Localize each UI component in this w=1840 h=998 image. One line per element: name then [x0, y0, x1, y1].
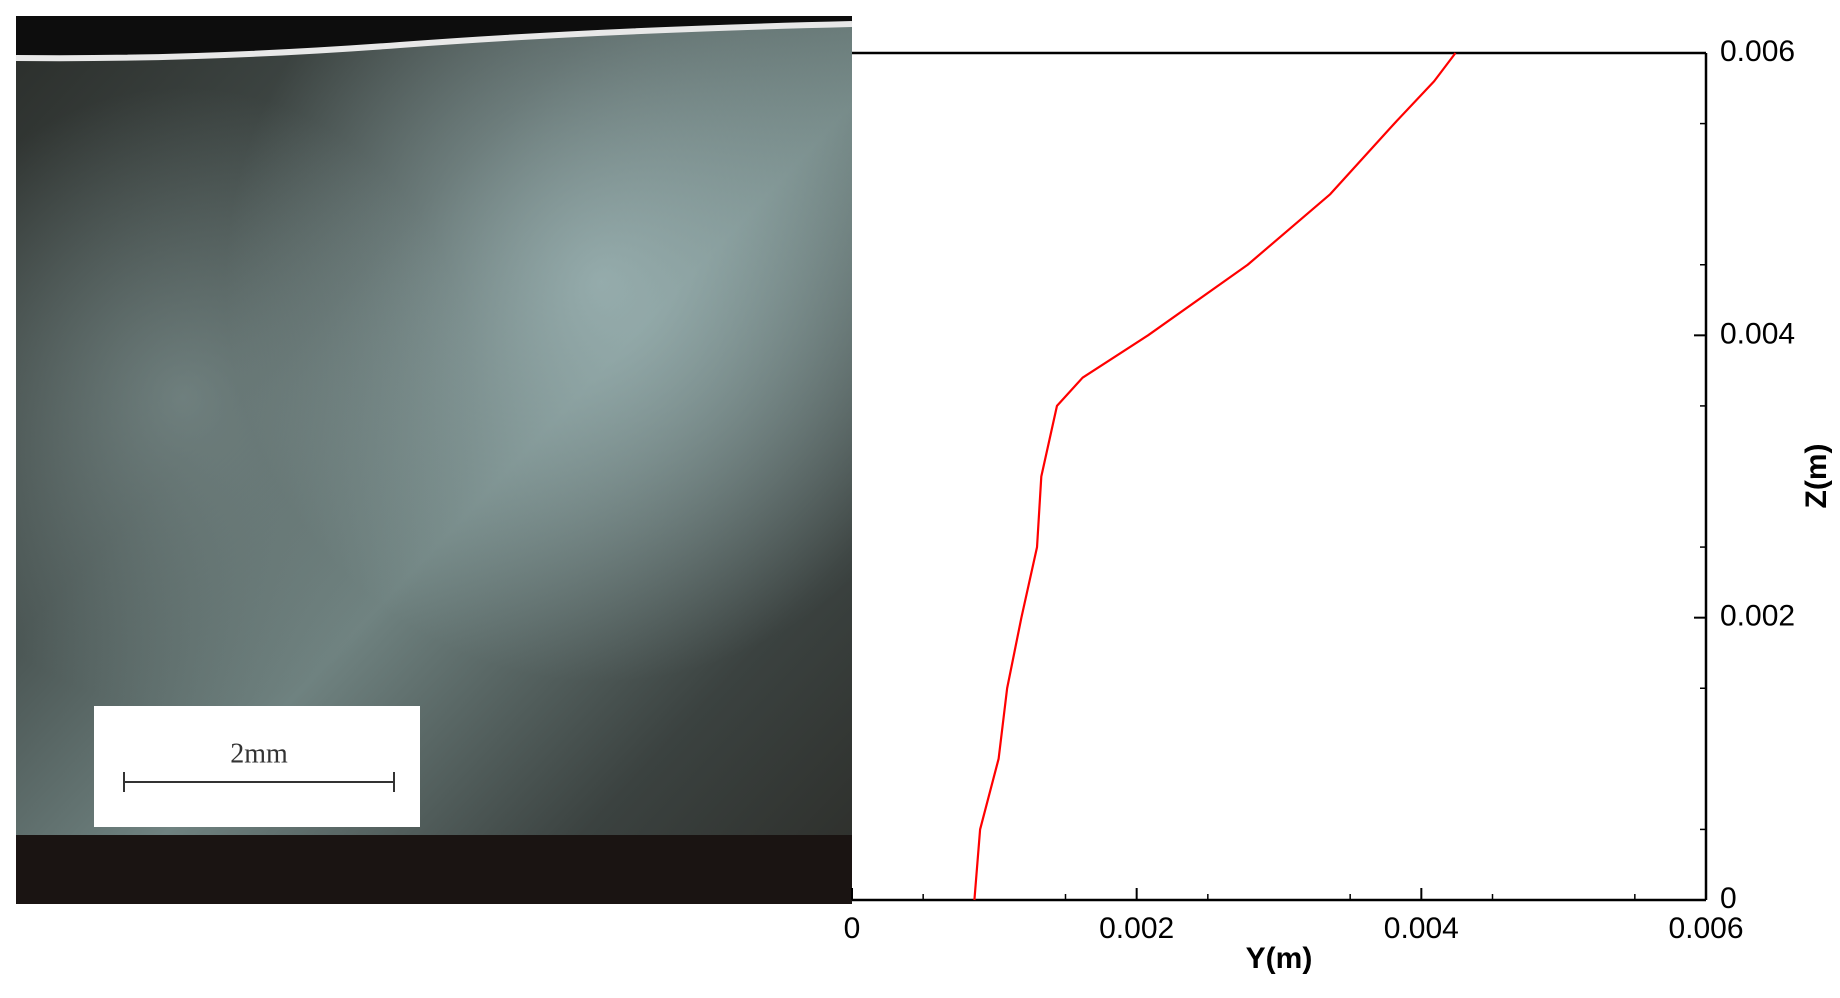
x-axis-label: Y(m): [1246, 942, 1313, 975]
y-tick-label: 0: [1720, 882, 1737, 915]
x-tick-label: 0.004: [1384, 912, 1459, 945]
x-tick-label: 0.002: [1099, 912, 1174, 945]
x-tick-label: 0.006: [1668, 912, 1743, 945]
photo-surface: [15, 21, 853, 62]
photo-top-edge: [16, 16, 852, 59]
y-axis-label: Z(m): [1800, 444, 1833, 509]
photo-bottom-edge: [16, 835, 852, 904]
y-tick-label: 0.004: [1720, 317, 1795, 350]
y-tick-label: 0.002: [1720, 600, 1795, 633]
plot: [852, 53, 1706, 900]
scale-bar-label: 2mm: [230, 738, 288, 769]
data-line: [973, 52, 1457, 901]
micrograph: 2mm: [15, 16, 853, 904]
plot-area: [852, 53, 1706, 900]
scale-bar-box: [94, 706, 420, 827]
y-tick-label: 0.006: [1720, 35, 1795, 68]
x-tick-label: 0: [844, 912, 861, 945]
